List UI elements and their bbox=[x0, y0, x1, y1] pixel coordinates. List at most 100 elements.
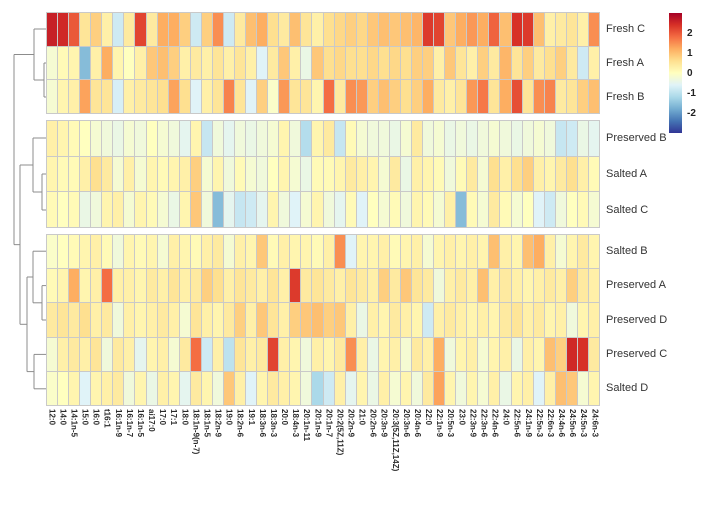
heatmap-cell bbox=[544, 192, 555, 227]
heatmap-cell bbox=[190, 303, 201, 337]
heatmap-cell bbox=[445, 371, 456, 405]
heatmap-cell bbox=[323, 192, 334, 227]
heatmap-cell bbox=[246, 13, 257, 46]
heatmap-cell bbox=[522, 80, 533, 113]
row-label: Preserved D bbox=[606, 313, 668, 326]
heatmap-cell bbox=[544, 337, 555, 371]
heatmap-cell bbox=[500, 269, 511, 303]
heatmap-cell bbox=[102, 192, 113, 227]
heatmap-cell bbox=[478, 235, 489, 269]
heatmap-cell bbox=[102, 371, 113, 405]
heatmap-cell bbox=[566, 13, 577, 46]
heatmap-cell bbox=[423, 13, 434, 46]
heatmap-cell bbox=[577, 80, 588, 113]
col-label: 24:4n-6 bbox=[557, 409, 567, 438]
heatmap-cell bbox=[356, 46, 367, 80]
heatmap-cell bbox=[235, 46, 246, 80]
heatmap-cell bbox=[212, 156, 223, 192]
heatmap-cell bbox=[356, 269, 367, 303]
heatmap-cell bbox=[113, 303, 124, 337]
heatmap-cell bbox=[279, 337, 290, 371]
heatmap-cell bbox=[223, 192, 235, 227]
heatmap-cell bbox=[257, 13, 268, 46]
col-label: 24:5n-6 bbox=[568, 409, 578, 438]
heatmap-cell bbox=[212, 235, 223, 269]
heatmap-cell bbox=[179, 13, 190, 46]
heatmap-cell bbox=[456, 80, 467, 113]
heatmap-cell bbox=[157, 337, 168, 371]
heatmap-cell bbox=[555, 46, 566, 80]
heatmap-cell bbox=[290, 156, 301, 192]
heatmap-cell bbox=[434, 156, 445, 192]
col-label: 24:6n-3 bbox=[590, 409, 600, 438]
heatmap-cell bbox=[102, 303, 113, 337]
heatmap-cell bbox=[500, 121, 511, 156]
heatmap-cell bbox=[257, 46, 268, 80]
heatmap-cell bbox=[157, 121, 168, 156]
heatmap-cell bbox=[235, 303, 246, 337]
heatmap-cell bbox=[445, 192, 456, 227]
heatmap-cell bbox=[69, 371, 80, 405]
row-label: Salted C bbox=[606, 203, 649, 216]
heatmap-cell bbox=[312, 371, 323, 405]
heatmap-cell bbox=[201, 156, 212, 192]
heatmap-cell bbox=[378, 80, 389, 113]
heatmap-cell bbox=[223, 303, 235, 337]
heatmap-cell bbox=[279, 13, 290, 46]
heatmap-cell bbox=[91, 156, 102, 192]
heatmap-cell bbox=[544, 303, 555, 337]
heatmap-cell bbox=[91, 235, 102, 269]
heatmap-cell bbox=[102, 337, 113, 371]
heatmap-cell bbox=[246, 269, 257, 303]
heatmap-cell bbox=[124, 303, 135, 337]
heatmap-cell bbox=[235, 121, 246, 156]
heatmap-cell bbox=[223, 156, 235, 192]
colorbar-tick-label: 2 bbox=[687, 27, 693, 39]
heatmap-cell bbox=[235, 337, 246, 371]
heatmap-cell bbox=[588, 121, 599, 156]
heatmap-cell bbox=[201, 46, 212, 80]
heatmap-cell bbox=[400, 192, 411, 227]
heatmap-cell bbox=[367, 269, 378, 303]
heatmap-cell bbox=[235, 156, 246, 192]
col-label: 22:4n-6 bbox=[490, 409, 500, 438]
heatmap-cell bbox=[80, 192, 91, 227]
heatmap-cell bbox=[356, 371, 367, 405]
heatmap-block-2 bbox=[46, 120, 600, 228]
heatmap-cell bbox=[168, 235, 179, 269]
heatmap-cell bbox=[312, 235, 323, 269]
heatmap-cell bbox=[577, 121, 588, 156]
heatmap-cell bbox=[400, 303, 411, 337]
heatmap-cell bbox=[80, 13, 91, 46]
heatmap-cell bbox=[345, 303, 356, 337]
heatmap-cell bbox=[456, 371, 467, 405]
heatmap-cell bbox=[500, 156, 511, 192]
heatmap-cell bbox=[544, 121, 555, 156]
heatmap-cell bbox=[588, 337, 599, 371]
heatmap-cell bbox=[135, 235, 146, 269]
heatmap-cell bbox=[290, 192, 301, 227]
heatmap-cell bbox=[257, 235, 268, 269]
heatmap-cell bbox=[522, 13, 533, 46]
heatmap-cell bbox=[456, 192, 467, 227]
heatmap-cell bbox=[124, 46, 135, 80]
heatmap-cell bbox=[389, 192, 400, 227]
heatmap-cell bbox=[246, 235, 257, 269]
heatmap-cell bbox=[157, 192, 168, 227]
heatmap-cell bbox=[345, 156, 356, 192]
col-label: 16:1n-7 bbox=[124, 409, 134, 438]
heatmap-cell bbox=[168, 337, 179, 371]
heatmap-cell bbox=[279, 156, 290, 192]
heatmap-cell bbox=[367, 235, 378, 269]
heatmap-cell bbox=[389, 13, 400, 46]
heatmap-cell bbox=[235, 13, 246, 46]
heatmap-cell bbox=[268, 269, 279, 303]
heatmap-cell bbox=[423, 156, 434, 192]
heatmap-cell bbox=[235, 371, 246, 405]
heatmap-cell bbox=[190, 235, 201, 269]
heatmap-cell bbox=[80, 235, 91, 269]
heatmap-cell bbox=[544, 371, 555, 405]
heatmap-cell bbox=[588, 80, 599, 113]
col-label: 21:0 bbox=[357, 409, 367, 426]
heatmap-cell bbox=[500, 303, 511, 337]
